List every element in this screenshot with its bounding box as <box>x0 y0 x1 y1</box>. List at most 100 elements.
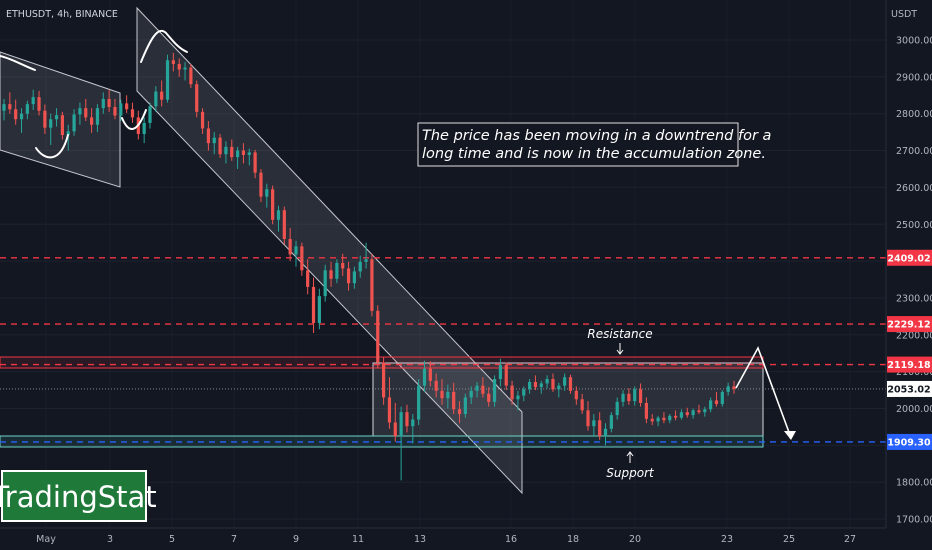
candle <box>183 62 187 81</box>
candle <box>200 108 205 134</box>
candle <box>487 387 491 407</box>
candle <box>603 423 608 446</box>
candle <box>405 404 409 433</box>
candle <box>241 143 246 164</box>
candle <box>31 89 35 111</box>
price-tick-label: 2900.00 <box>896 72 932 83</box>
logo: TradingStat <box>0 470 157 522</box>
time-tick-label: 18 <box>567 534 579 545</box>
candle <box>457 401 462 424</box>
price-level-lines <box>0 257 886 443</box>
candle <box>399 406 403 481</box>
candle <box>341 253 345 276</box>
left-channel <box>0 51 121 188</box>
candle <box>557 382 561 398</box>
candle <box>311 277 316 333</box>
candle <box>8 92 12 114</box>
support-label: Support <box>606 466 655 480</box>
candle <box>434 373 438 398</box>
candle <box>364 242 368 269</box>
candle <box>288 227 292 262</box>
candle <box>113 98 117 120</box>
candle <box>265 183 269 208</box>
left-curve-bottom <box>35 134 69 159</box>
grid-lines <box>0 39 886 520</box>
candle <box>411 414 415 444</box>
candle <box>323 264 327 302</box>
candle <box>101 92 105 114</box>
price-tick-label: 3000.00 <box>896 36 932 47</box>
candle <box>60 111 65 140</box>
candle <box>195 80 199 118</box>
candle <box>2 98 6 121</box>
candle <box>452 382 456 415</box>
candle <box>253 149 257 179</box>
currency-label: USDT <box>891 9 917 20</box>
price-axis[interactable] <box>886 0 932 550</box>
resistance-arrow-head <box>616 349 624 355</box>
candle <box>545 375 549 389</box>
candle <box>463 393 467 418</box>
price-tag-label: 2119.18 <box>887 360 931 371</box>
resistance-band <box>0 356 764 369</box>
candle <box>107 89 111 112</box>
candle <box>95 104 100 133</box>
plot-background <box>0 0 886 528</box>
candle <box>148 102 152 129</box>
candle <box>668 414 672 424</box>
candle <box>393 402 397 442</box>
candle <box>84 98 88 122</box>
candle <box>510 380 514 405</box>
candle <box>598 412 602 440</box>
candle <box>125 95 129 113</box>
candle <box>154 86 158 112</box>
candle <box>679 409 684 420</box>
candle <box>633 386 637 406</box>
time-axis-ticks: May 3 5 7 9 11 13 16 18 20 23 25 27 <box>36 534 856 545</box>
candle <box>189 63 193 88</box>
candle <box>685 407 689 418</box>
candle <box>335 259 339 284</box>
candle <box>644 397 649 424</box>
price-tick-label: 2600.00 <box>896 183 932 194</box>
candle <box>422 360 427 392</box>
candle <box>568 374 573 394</box>
candle <box>235 146 240 169</box>
candle <box>551 373 555 392</box>
price-tag <box>887 316 932 333</box>
candle <box>428 361 432 387</box>
time-axis[interactable] <box>0 528 886 550</box>
candle <box>580 393 584 415</box>
candle <box>533 375 538 391</box>
candle <box>130 102 135 123</box>
candle <box>481 377 485 398</box>
time-tick-label: 27 <box>844 534 856 545</box>
current-price-tag <box>887 380 932 397</box>
candle <box>469 386 473 405</box>
candle <box>627 388 631 405</box>
candle <box>78 102 82 125</box>
price-tag-label: 2409.02 <box>887 253 930 264</box>
candle <box>282 206 286 245</box>
candle <box>271 185 275 225</box>
candle <box>224 141 228 164</box>
candle <box>212 132 216 155</box>
candle <box>19 108 24 133</box>
candle <box>498 358 503 387</box>
candle <box>440 379 444 405</box>
top-curve <box>140 30 188 63</box>
candle <box>697 404 701 415</box>
candle <box>259 168 263 203</box>
price-tags: 2409.02 2229.12 2119.18 1909.30 2053.02 <box>887 249 932 450</box>
right-curve-bottom <box>121 109 147 130</box>
candle <box>43 104 47 134</box>
candle <box>381 356 386 405</box>
candle <box>527 379 532 394</box>
candle <box>720 390 724 407</box>
candle <box>615 397 619 420</box>
candle <box>317 288 321 330</box>
support-arrow-head <box>626 451 634 457</box>
candle <box>306 259 310 295</box>
candle <box>376 305 380 368</box>
